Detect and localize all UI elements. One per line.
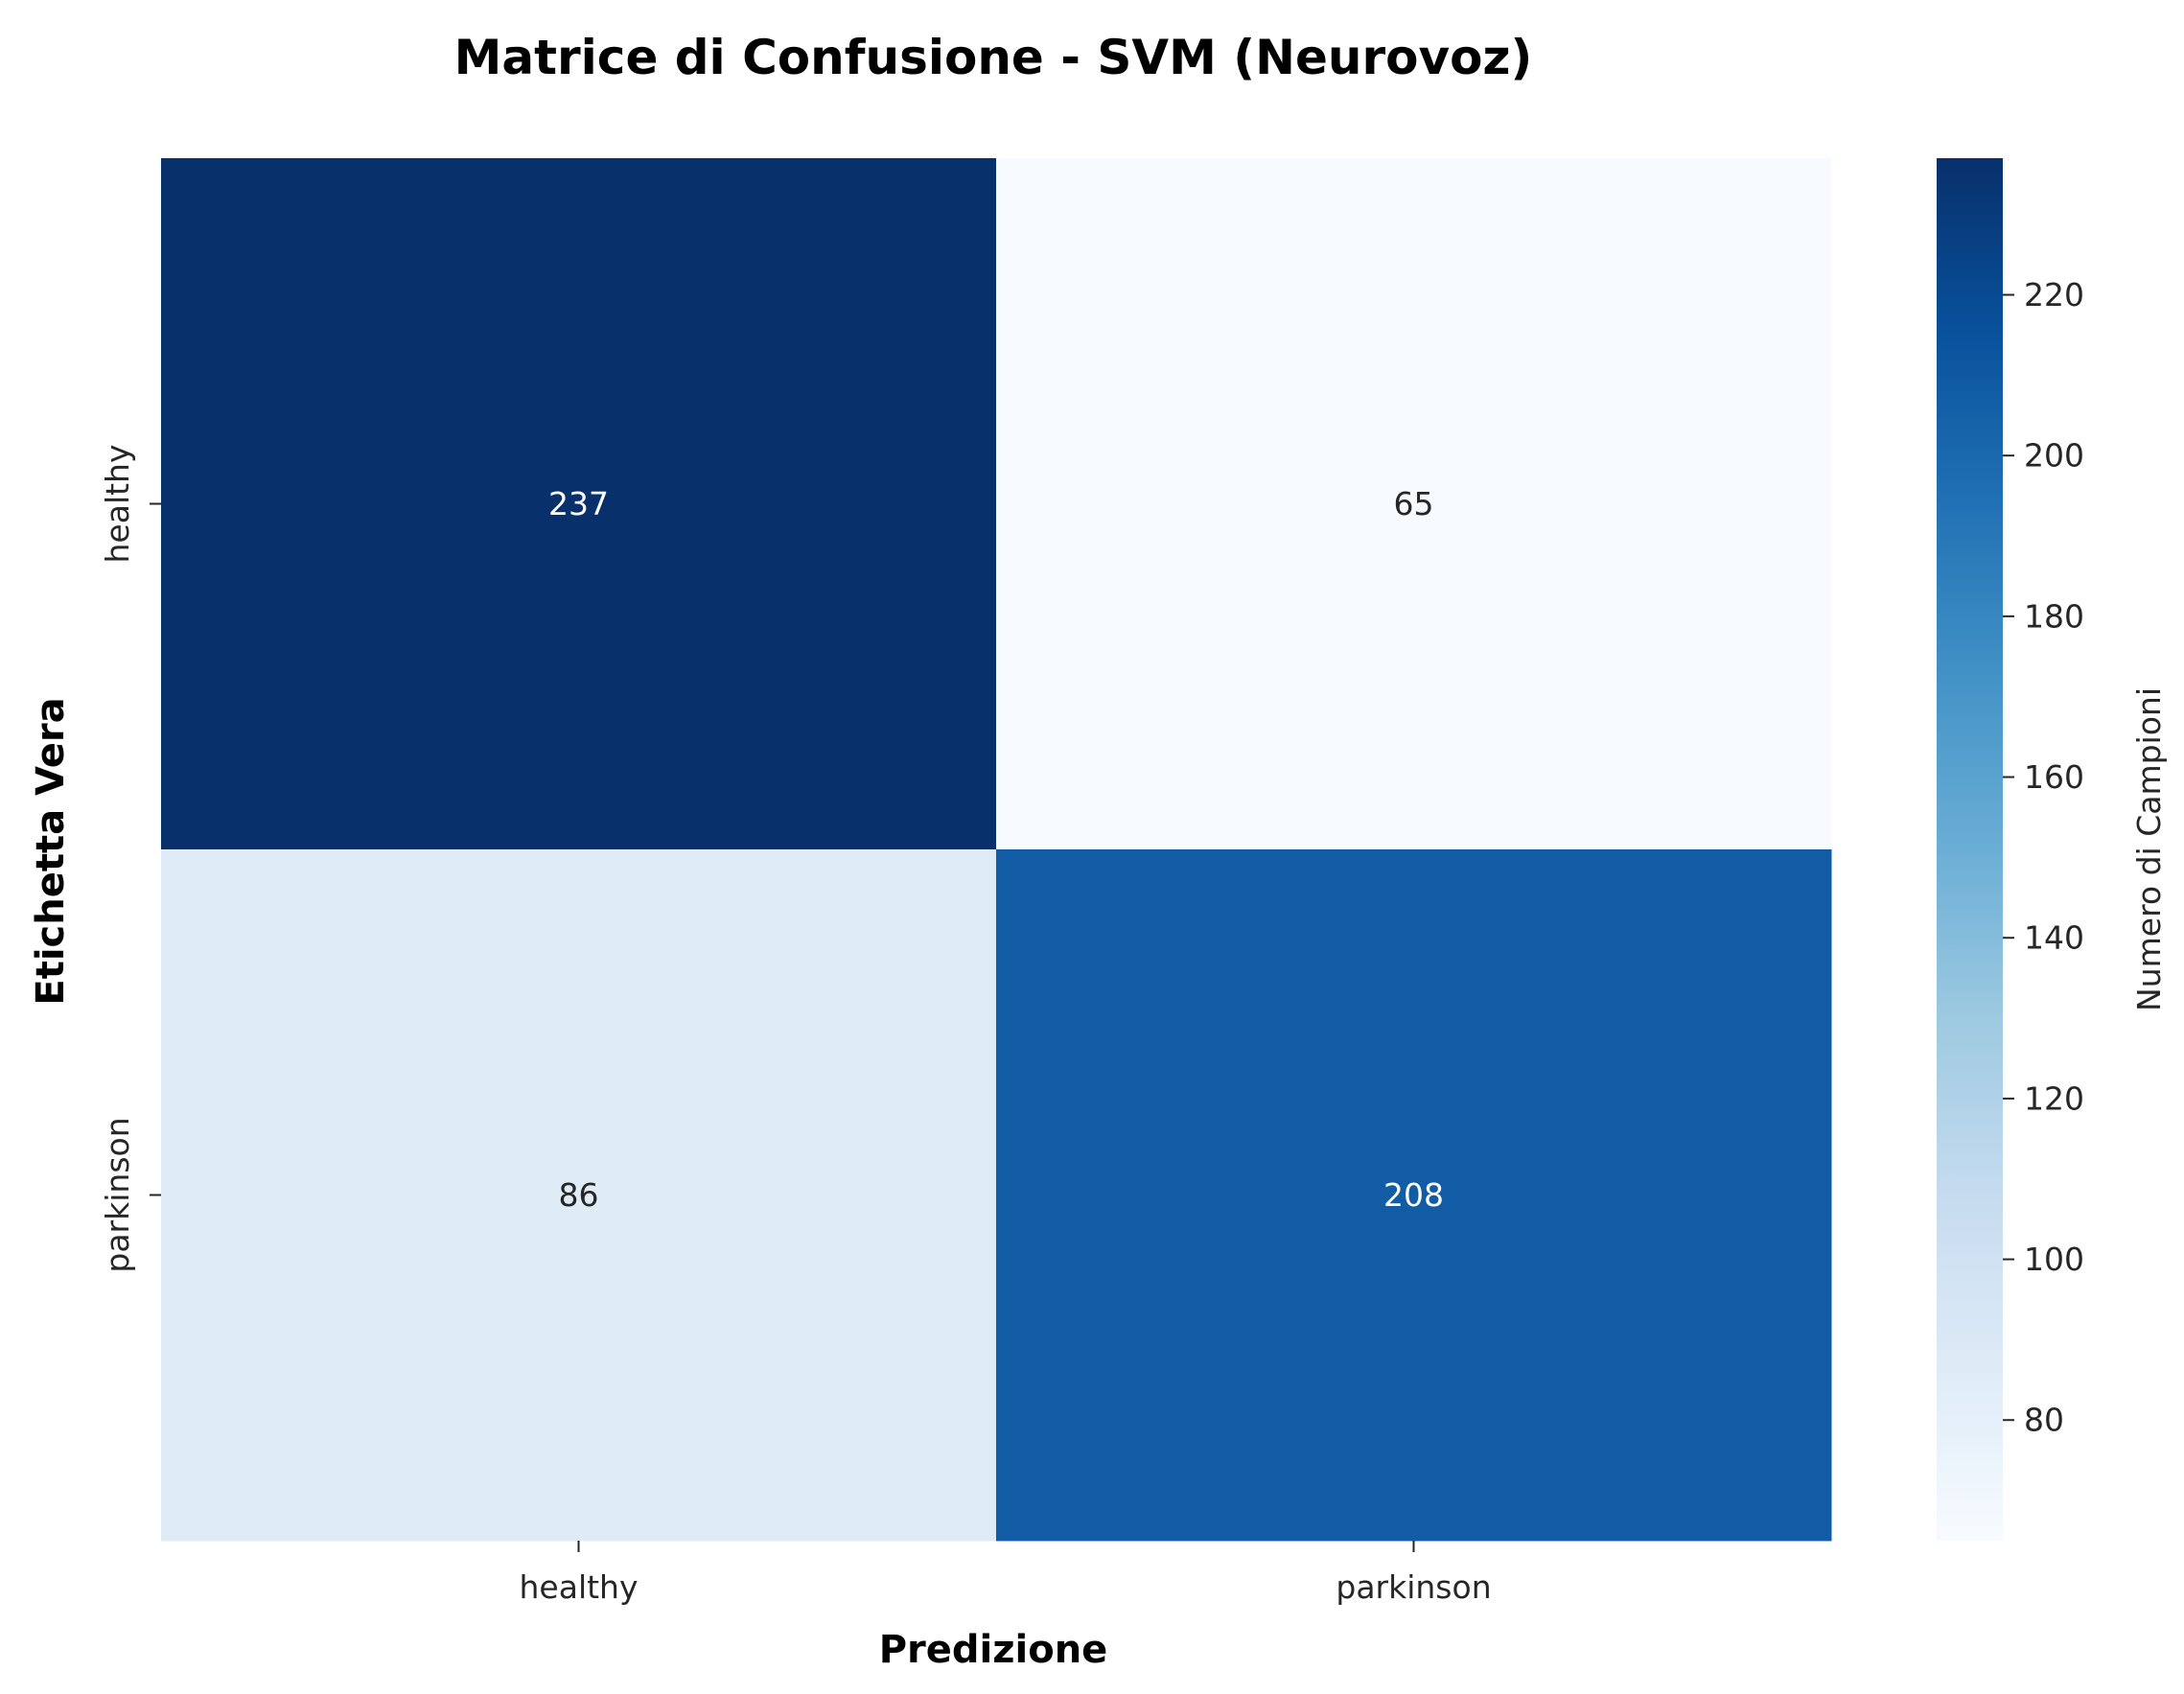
colorbar-label: Numero di Campioni: [2130, 687, 2168, 1011]
colorbar-tick-label: 140: [2024, 919, 2084, 957]
heatmap-cell: [996, 158, 1832, 850]
y-tick-label: parkinson: [99, 1117, 136, 1272]
x-axis-label: Predizione: [879, 1628, 1108, 1672]
cell-value-label: 65: [1394, 485, 1434, 522]
heatmap-cell: [161, 158, 997, 850]
y-axis-label: Etichetta Vera: [29, 697, 73, 1005]
cell-value-label: 208: [1383, 1176, 1444, 1214]
heatmap-cell-labels: 237 65 86 208: [548, 485, 1444, 1214]
x-axis-ticks: healthy parkinson: [520, 1541, 1492, 1606]
x-tick-label: healthy: [520, 1568, 639, 1606]
colorbar-tick-label: 80: [2024, 1402, 2064, 1439]
colorbar-tick-label: 120: [2024, 1079, 2084, 1117]
colorbar-tick-label: 180: [2024, 597, 2084, 635]
cell-value-label: 237: [548, 485, 609, 522]
heatmap-cells: [161, 158, 1832, 1542]
cell-value-label: 86: [559, 1176, 599, 1214]
colorbar-tick-label: 160: [2024, 758, 2084, 796]
colorbar-tick-label: 100: [2024, 1241, 2084, 1278]
chart-title: Matrice di Confusione - SVM (Neurovoz): [454, 30, 1533, 85]
x-tick-label: parkinson: [1336, 1568, 1491, 1606]
colorbar-ticks: 80 100 120 140 160 180 200 220: [2003, 276, 2084, 1439]
y-tick-label: healthy: [99, 445, 136, 564]
colorbar-tick-label: 220: [2024, 276, 2084, 313]
colorbar-tick-label: 200: [2024, 437, 2084, 475]
heatmap-cell: [161, 849, 997, 1542]
colorbar: [1937, 158, 2003, 1541]
heatmap-cell: [996, 849, 1832, 1542]
y-axis-ticks: healthy parkinson: [99, 445, 161, 1273]
